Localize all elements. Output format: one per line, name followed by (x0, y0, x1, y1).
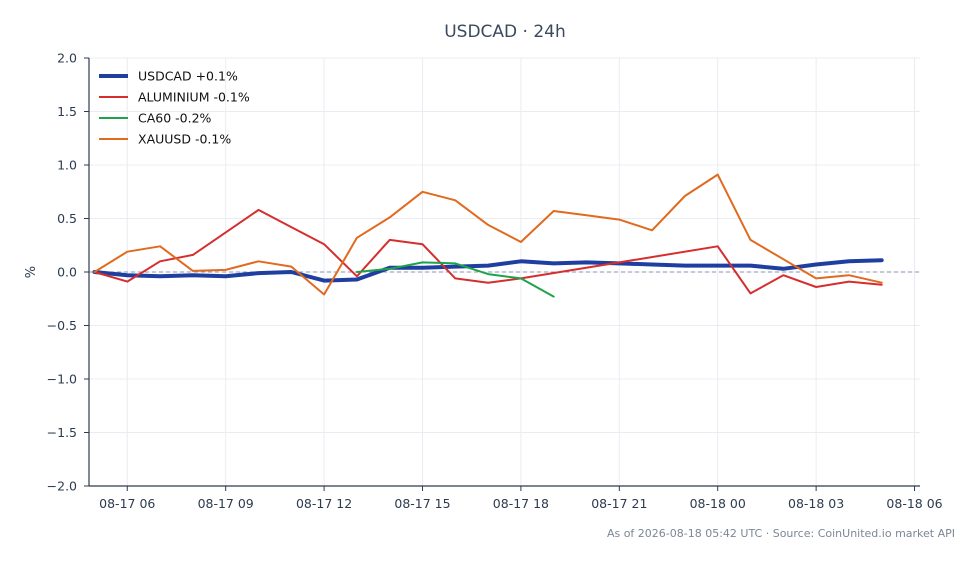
x-tick-label: 08-18 03 (788, 496, 844, 511)
x-tick-label: 08-17 15 (394, 496, 450, 511)
y-tick-label: 1.5 (57, 104, 77, 119)
y-tick-label: −1.5 (47, 425, 77, 440)
legend: USDCAD +0.1% ALUMINIUM -0.1% CA60 -0.2% XAU… (99, 69, 250, 147)
series-lines (92, 173, 884, 298)
x-tick-label: 08-18 06 (886, 496, 942, 511)
footer-source: As of 2026-08-18 05:42 UTC · Source: Coi… (607, 527, 955, 540)
y-tick-label: −1.0 (47, 372, 77, 387)
legend-entry-label: USDCAD +0.1% (138, 69, 238, 84)
y-tick-label: 0.5 (57, 211, 77, 226)
x-tick-label: 08-17 09 (198, 496, 254, 511)
y-axis-label: % (24, 266, 39, 278)
x-ticks: 08-17 06 08-17 09 08-17 12 08-17 15 08-17 18… (99, 486, 943, 511)
legend-entry-label: ALUMINIUM -0.1% (138, 90, 250, 105)
y-tick-label: 0.0 (57, 265, 77, 280)
y-tick-label: −0.5 (47, 318, 77, 333)
x-tick-label: 08-18 00 (690, 496, 746, 511)
x-tick-label: 08-17 06 (99, 496, 155, 511)
series-line-aluminium (93, 208, 883, 295)
y-tick-label: 1.0 (57, 158, 77, 173)
chart-title: USDCAD · 24h (444, 22, 566, 42)
x-tick-label: 08-17 18 (493, 496, 549, 511)
legend-entry-label: CA60 -0.2% (138, 111, 212, 126)
series-line-ca60 (355, 261, 555, 298)
y-ticks: 2.0 1.5 1.0 0.5 0.0 −0.5 −1.0 −1.5 −2.0 (47, 51, 89, 494)
series-line-xauusd (93, 173, 883, 296)
y-tick-label: 2.0 (57, 51, 77, 66)
x-tick-label: 08-17 12 (296, 496, 352, 511)
series-line-usdcad (92, 258, 884, 283)
x-tick-label: 08-17 21 (591, 496, 647, 511)
y-tick-label: −2.0 (47, 479, 77, 494)
legend-entry-label: XAUUSD -0.1% (138, 132, 231, 147)
